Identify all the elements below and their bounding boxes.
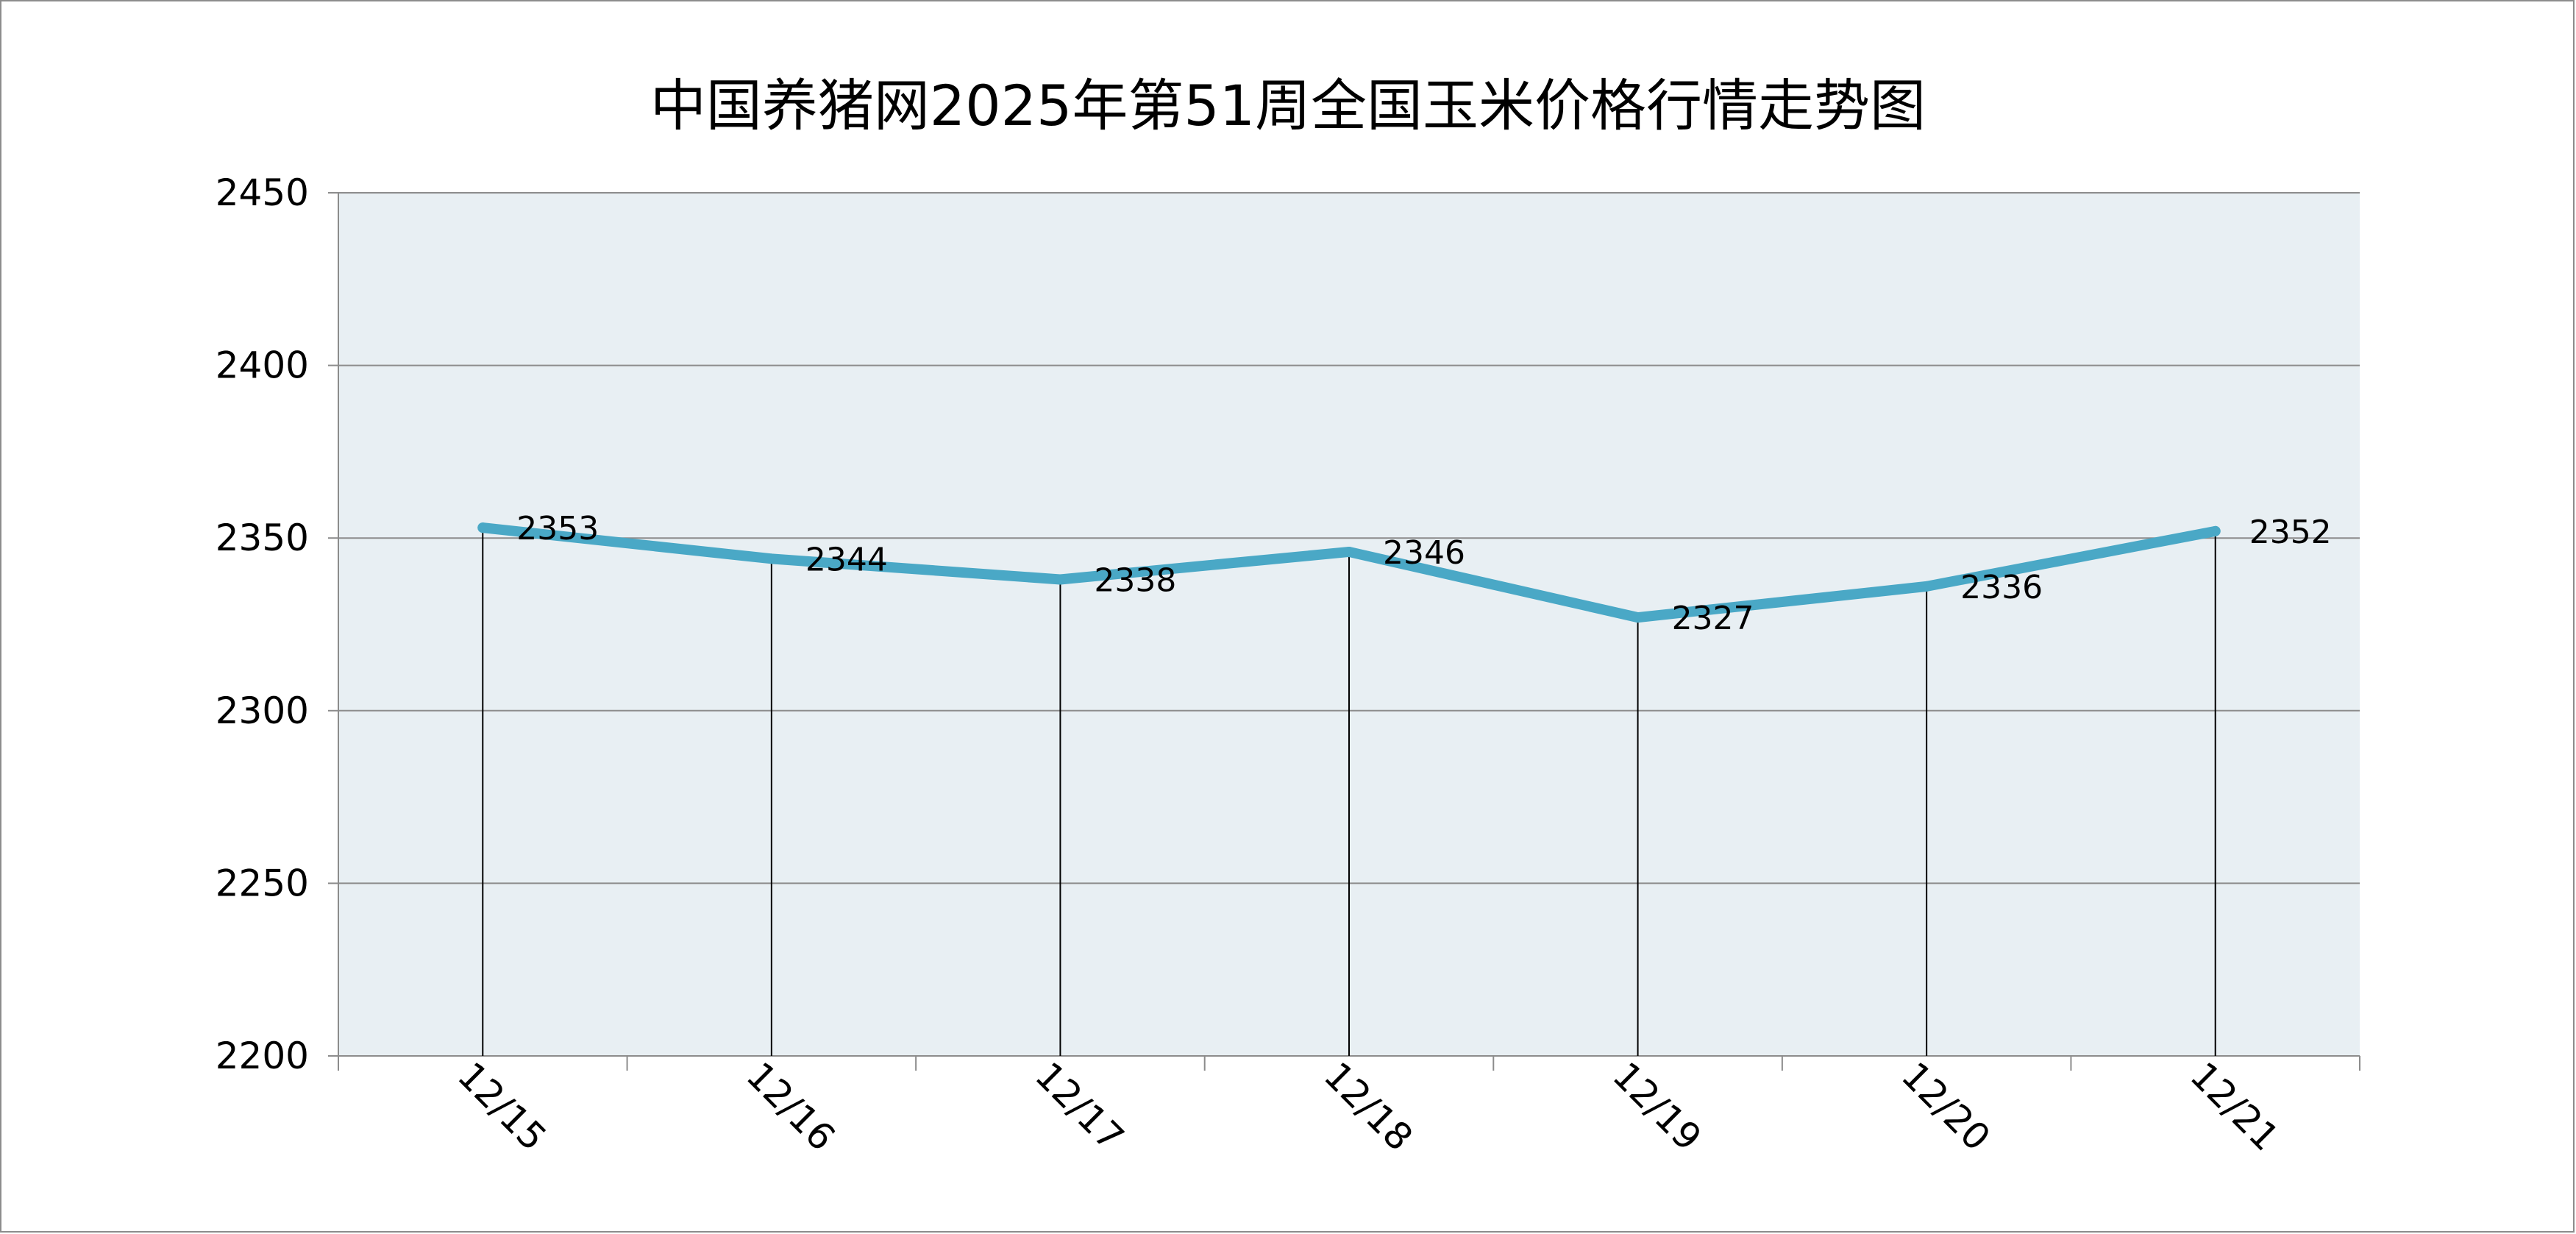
x-tick-label: 12/19 bbox=[1604, 1054, 1709, 1159]
chart-title: 中国养猪网2025年第51周全国玉米价格行情走势图 bbox=[650, 73, 1926, 138]
data-labels: 2353 2344 2338 2346 2327 2336 2352 bbox=[516, 510, 2331, 637]
x-tick-label: 12/21 bbox=[2182, 1054, 2287, 1159]
data-point bbox=[766, 553, 777, 564]
data-point bbox=[1921, 581, 1932, 592]
y-tick-label: 2450 bbox=[216, 171, 309, 214]
data-label: 2353 bbox=[516, 510, 599, 547]
data-point bbox=[1344, 546, 1354, 557]
data-point bbox=[2210, 525, 2221, 536]
y-tick-label: 2300 bbox=[216, 689, 309, 732]
y-tick-label: 2400 bbox=[216, 344, 309, 387]
y-tick-label: 2250 bbox=[216, 862, 309, 904]
data-label: 2352 bbox=[2249, 514, 2332, 551]
x-tick-label: 12/15 bbox=[449, 1054, 555, 1159]
x-tick-label: 12/20 bbox=[1893, 1054, 1999, 1159]
data-label: 2344 bbox=[805, 541, 888, 578]
data-label: 2336 bbox=[1960, 569, 2043, 606]
series-layer bbox=[477, 522, 2221, 623]
y-tick-label: 2200 bbox=[216, 1035, 309, 1077]
drop-lines bbox=[482, 528, 2216, 1056]
y-tick-label: 2350 bbox=[216, 517, 309, 559]
data-label: 2346 bbox=[1383, 534, 1465, 572]
x-tick-label: 12/17 bbox=[1027, 1054, 1132, 1159]
data-point bbox=[1632, 612, 1643, 623]
data-label: 2327 bbox=[1672, 600, 1754, 637]
x-tick-label: 12/16 bbox=[739, 1054, 844, 1159]
x-tick-label: 12/18 bbox=[1316, 1054, 1421, 1159]
data-point bbox=[1055, 574, 1066, 585]
data-point bbox=[477, 522, 488, 533]
data-label: 2338 bbox=[1094, 562, 1176, 600]
